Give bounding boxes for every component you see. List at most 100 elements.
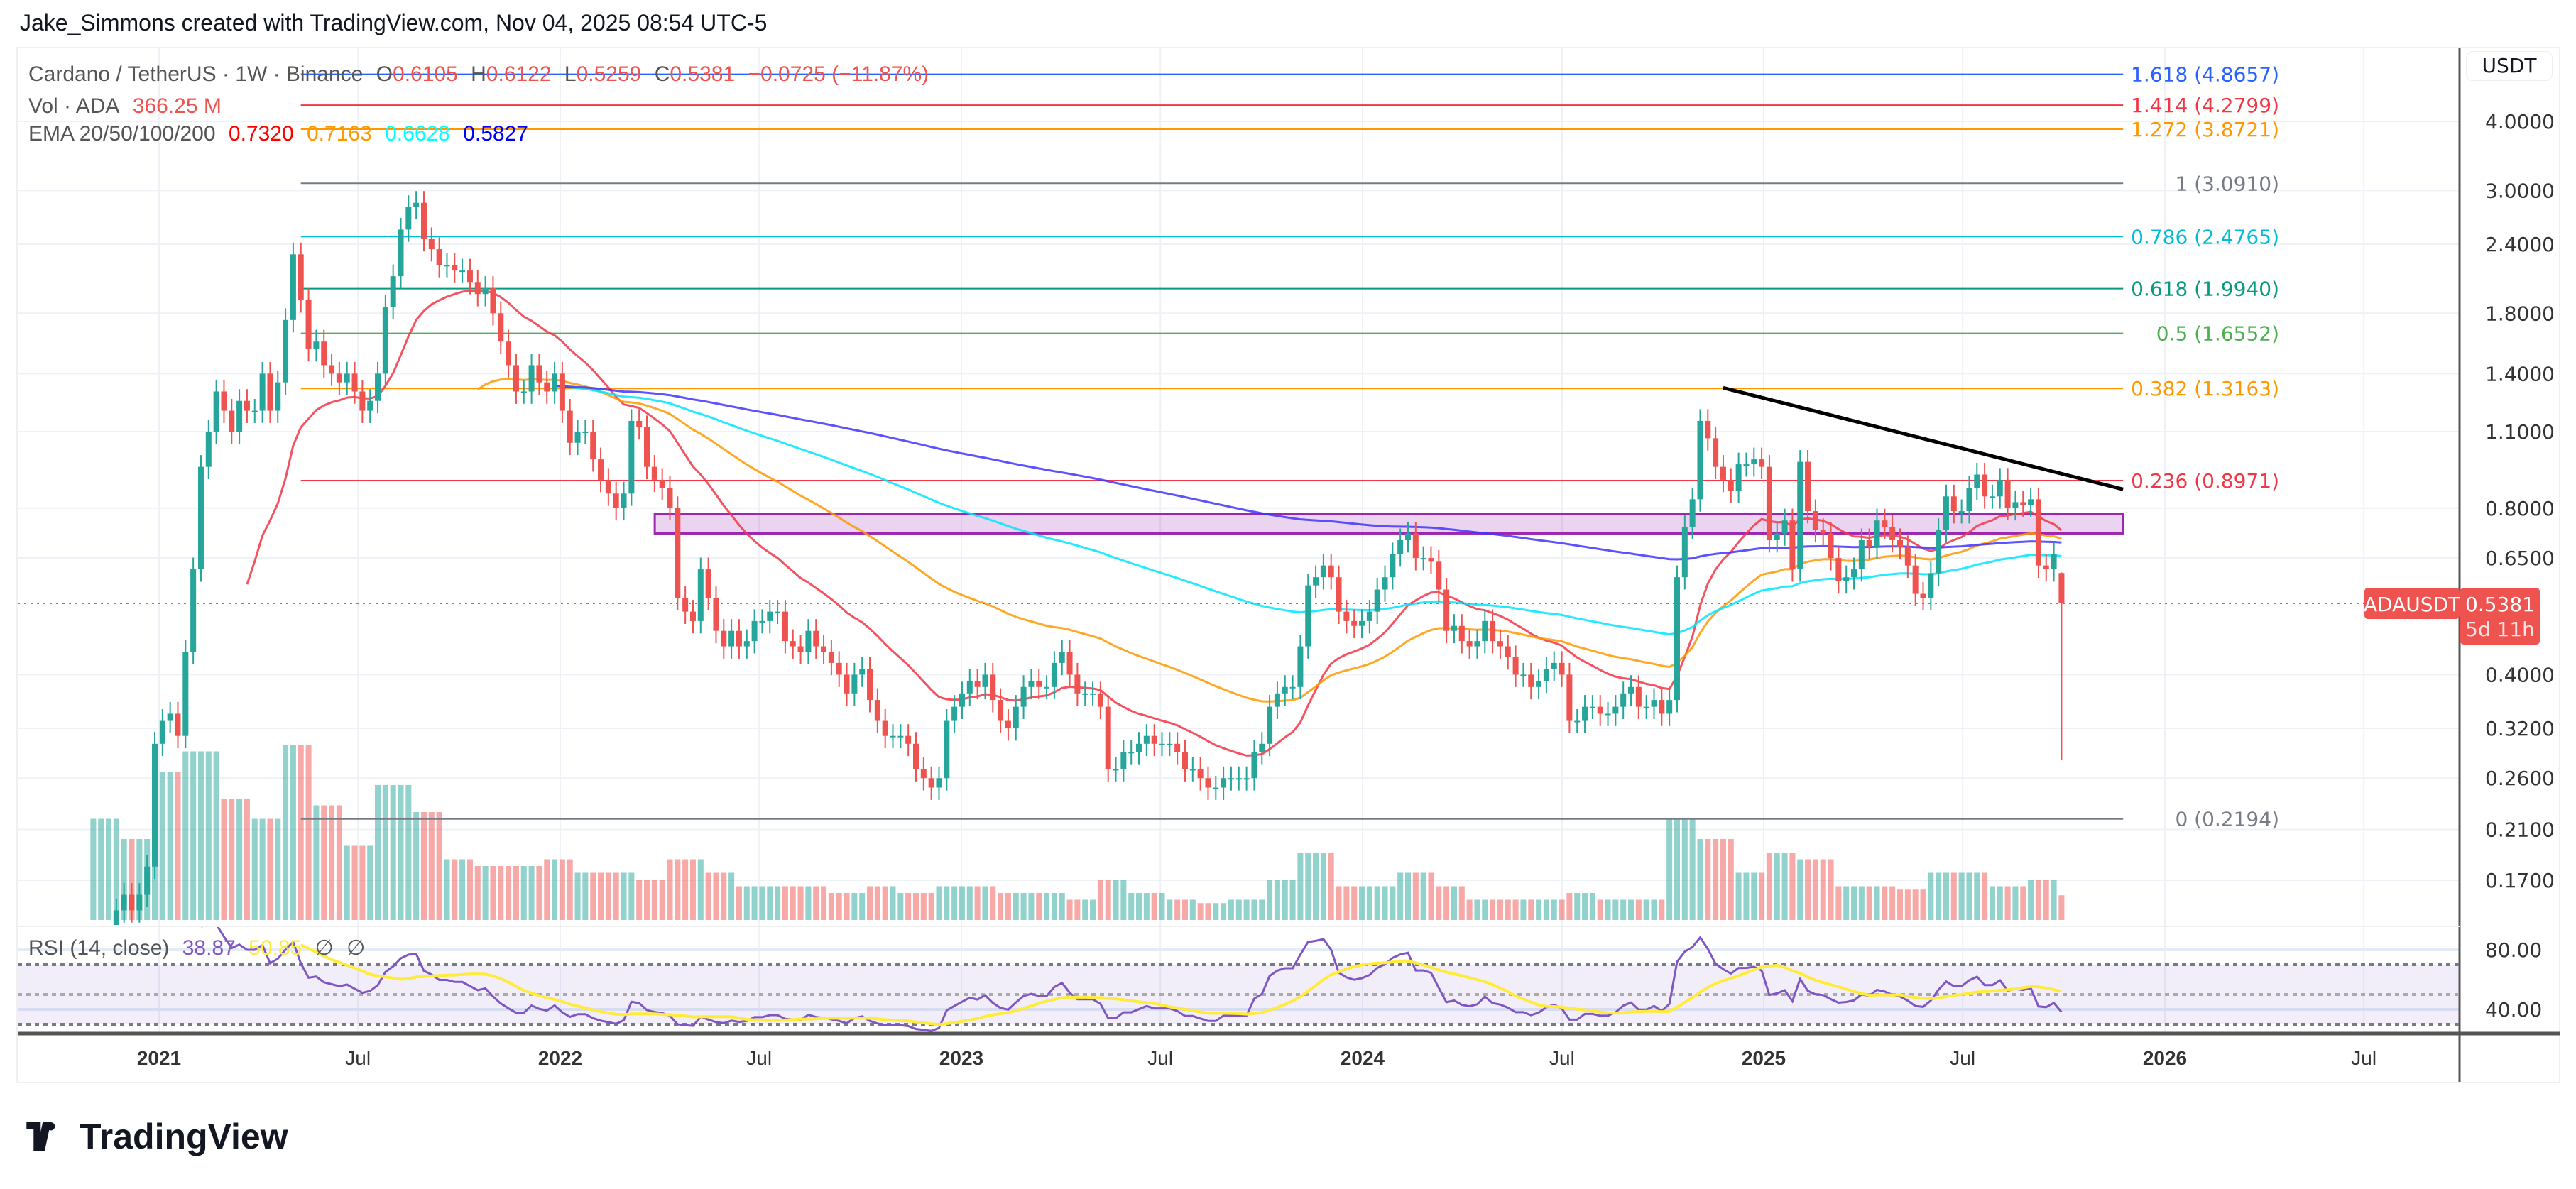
volume-bar xyxy=(1950,872,1957,920)
candle-body xyxy=(1828,533,1834,559)
volume-bar xyxy=(528,866,535,920)
candle-body xyxy=(1428,558,1434,562)
price-axis-label: 0.8000 xyxy=(2485,497,2555,520)
candle-body xyxy=(728,630,735,647)
volume-bar xyxy=(1382,886,1388,920)
candle-body xyxy=(1974,474,1980,488)
candle xyxy=(1866,528,1872,560)
candle xyxy=(736,619,742,659)
rsi-legend: RSI (14, close) 38.87 50.85 ∅ ∅ xyxy=(28,936,372,960)
volume-bar xyxy=(605,872,611,920)
candle xyxy=(1751,447,1757,477)
volume-bar xyxy=(244,799,250,920)
fib-level-label: 1.414 (4.2799) xyxy=(2131,94,2279,117)
candle-body xyxy=(1528,674,1534,687)
volume-bar xyxy=(705,872,711,920)
tradingview-logo[interactable]: TradingView xyxy=(20,1116,288,1157)
ema50-line xyxy=(476,378,2062,703)
rsi-label[interactable]: RSI (14, close) xyxy=(28,936,170,960)
candle xyxy=(1213,776,1219,800)
ema-label[interactable]: EMA 20/50/100/200 xyxy=(28,122,216,146)
candle-body xyxy=(1620,693,1627,707)
candle-body xyxy=(598,459,604,480)
candle-body xyxy=(498,313,504,342)
candle-body xyxy=(474,282,481,295)
candle-body xyxy=(259,373,266,411)
candle xyxy=(974,669,981,700)
candle-body xyxy=(1851,569,1857,578)
candle-body xyxy=(1651,700,1657,707)
candle xyxy=(567,399,573,456)
candle-body xyxy=(1051,662,1057,687)
candle xyxy=(1997,468,2003,509)
candle-body xyxy=(113,910,119,925)
fib-level-label: 0 (0.2194) xyxy=(2175,808,2279,831)
volume-bar xyxy=(1235,899,1242,920)
candle xyxy=(1343,600,1350,634)
candle xyxy=(1674,565,1680,713)
candle xyxy=(1605,701,1611,726)
candle xyxy=(1766,455,1772,553)
candle xyxy=(828,640,834,676)
volume-bar xyxy=(1366,886,1372,920)
candle xyxy=(705,557,711,610)
candle-body xyxy=(167,713,173,721)
tradingview-logo-icon xyxy=(26,1122,55,1151)
candle-body xyxy=(1151,735,1157,744)
candle xyxy=(1090,681,1096,706)
ema100-value: 0.6628 xyxy=(385,122,450,146)
candle-body xyxy=(667,488,673,508)
candle xyxy=(1259,732,1265,765)
candle xyxy=(998,688,1004,733)
volume-bar xyxy=(1689,818,1696,920)
currency-button[interactable]: USDT xyxy=(2466,51,2553,81)
volume-bar xyxy=(420,812,427,920)
symbol-title[interactable]: Cardano / TetherUS · 1W · Binance xyxy=(28,62,364,86)
time-axis-label: 2021 xyxy=(137,1047,181,1069)
volume-label[interactable]: Vol · ADA xyxy=(28,94,120,118)
fib-level-label: 1 (3.0910) xyxy=(2175,172,2279,195)
time-axis-label: Jul xyxy=(1549,1047,1575,1069)
volume-bar xyxy=(790,886,796,920)
volume-bar xyxy=(1528,899,1534,920)
symbol-price-tag xyxy=(2364,588,2460,620)
candle xyxy=(1167,732,1173,757)
candle-body xyxy=(459,270,466,273)
candle xyxy=(182,640,189,749)
candle xyxy=(1566,662,1573,733)
candle xyxy=(1635,675,1642,719)
volume-bar xyxy=(1612,899,1619,920)
candle-body xyxy=(1128,752,1135,754)
logo-text: TradingView xyxy=(80,1117,288,1156)
candle xyxy=(1297,635,1304,700)
candle-body xyxy=(1843,577,1850,581)
candle-body xyxy=(736,630,742,647)
volume-bar xyxy=(1274,880,1280,920)
candle-body xyxy=(1412,533,1419,559)
volume-bar xyxy=(1781,853,1788,920)
candle xyxy=(882,709,888,749)
candle-body xyxy=(1936,530,1942,574)
volume-bar xyxy=(136,839,143,920)
candle xyxy=(1267,695,1273,757)
candle-body xyxy=(636,420,643,427)
candle xyxy=(1497,629,1503,659)
candle xyxy=(1282,675,1288,706)
candle-body xyxy=(1105,706,1111,769)
volume-bar xyxy=(805,886,812,920)
volume-bar xyxy=(1866,886,1872,920)
volume-bar xyxy=(2012,886,2019,920)
candle-body xyxy=(782,611,788,642)
candle xyxy=(805,619,812,664)
candle-body xyxy=(1512,657,1519,675)
candle-body xyxy=(182,652,189,736)
candle xyxy=(336,361,342,395)
candle-body xyxy=(236,400,243,432)
candle xyxy=(321,329,327,378)
volume-bar xyxy=(1159,893,1165,920)
candle xyxy=(667,476,673,521)
candle xyxy=(175,701,181,749)
candle-body xyxy=(705,569,711,598)
candle xyxy=(1643,695,1649,719)
